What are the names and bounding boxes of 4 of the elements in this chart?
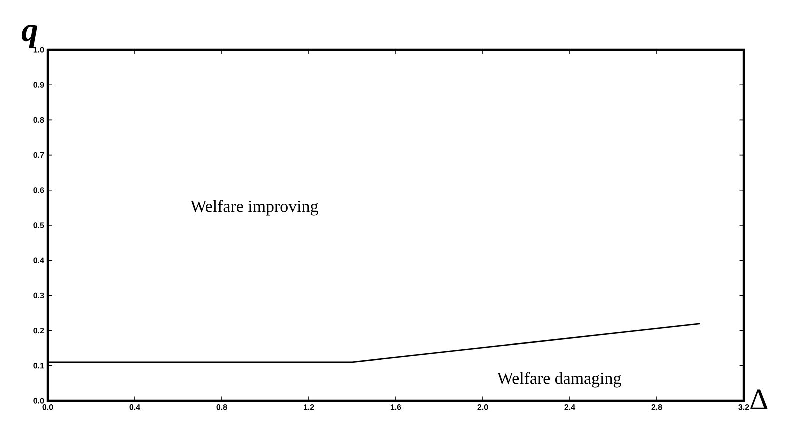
annotation: Welfare improving <box>190 200 318 216</box>
annotation: Welfare damaging <box>497 372 622 388</box>
x-axis-title: Δ <box>750 390 768 410</box>
y-axis-title: q <box>22 25 38 48</box>
